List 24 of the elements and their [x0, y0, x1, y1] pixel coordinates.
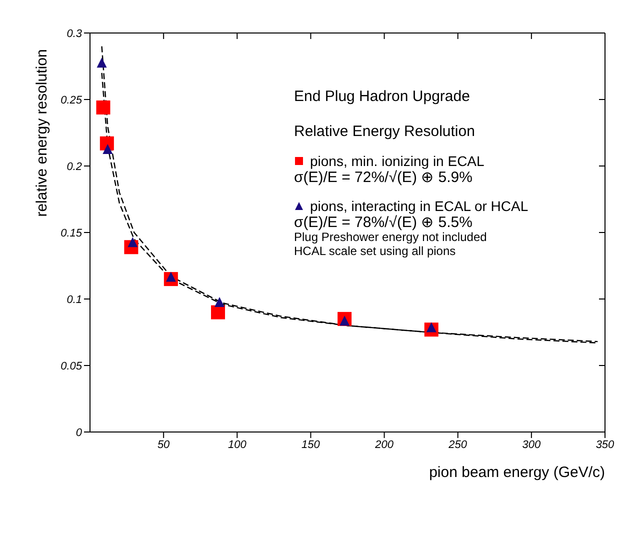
x-tick-label: 350: [596, 438, 616, 451]
x-tick-label: 300: [522, 438, 542, 451]
annotation: HCAL scale set using all pions: [294, 244, 457, 259]
x-axis-title: pion beam energy (GeV/c): [429, 464, 606, 481]
annotation: σ(E)/E = 78%/√(E) ⊕ 5.5%: [294, 214, 474, 232]
y-tick-label: 0.1: [66, 294, 82, 306]
legend-label: pions, interacting in ECAL or HCAL: [310, 198, 528, 214]
x-tick-label: 250: [448, 438, 468, 451]
x-tick-label: 150: [302, 438, 321, 451]
annotation: σ(E)/E = 72%/√(E) ⊕ 5.9%: [294, 168, 474, 186]
text: Relative Energy Resolution: [294, 123, 476, 140]
annotation: Plug Preshower energy not included: [294, 230, 488, 245]
y-tick-label: 0.15: [60, 227, 83, 240]
legend-label: pions, min. ionizing in ECAL: [310, 152, 484, 169]
y-tick-label: 0.05: [60, 360, 83, 372]
x-tick-label: 200: [374, 438, 394, 451]
y-tick-label: 0: [76, 426, 83, 439]
y-axis-title: relative energy resolution: [34, 49, 51, 217]
y-tick-label: 0.2: [66, 160, 82, 173]
text: End Plug Hadron Upgrade: [294, 88, 471, 106]
x-tick-label: 50: [157, 438, 171, 451]
x-tick-label: 100: [228, 438, 248, 451]
y-tick-label: 0.25: [60, 94, 83, 106]
y-tick-label: 0.3: [66, 28, 83, 40]
